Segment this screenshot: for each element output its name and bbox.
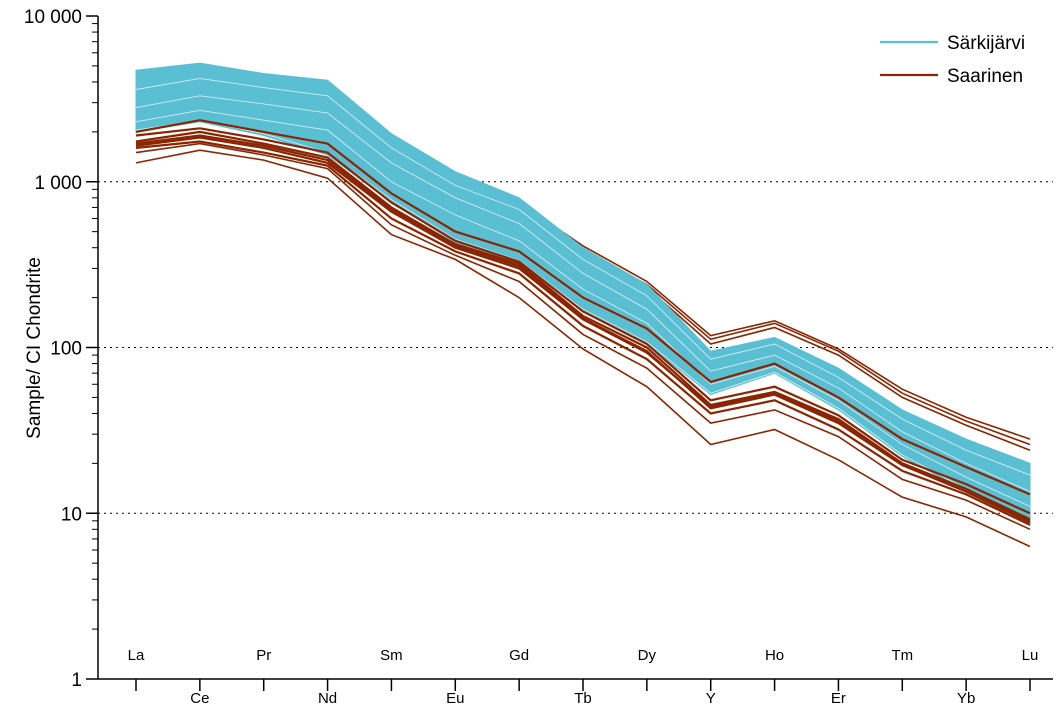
x-tick-label: La	[128, 647, 145, 664]
saarinen-series-line	[135, 134, 1031, 524]
x-tick-label: Sm	[380, 647, 403, 664]
x-tick-label: Eu	[446, 690, 464, 707]
saarinen-series-line	[135, 136, 1031, 521]
x-tick-label: Dy	[638, 647, 657, 664]
y-tick-label: 10 000	[24, 7, 82, 28]
sarkijarvi-series-line	[135, 116, 1031, 515]
saarinen-series-line	[135, 140, 1031, 526]
y-tick-label: 100	[50, 339, 82, 360]
x-tick-label: Tm	[891, 647, 913, 664]
y-tick-label: 1 000	[34, 173, 82, 194]
series-lines	[135, 63, 1031, 526]
saarinen-series-line	[135, 134, 1031, 524]
sarkijarvi-series-line	[135, 77, 1031, 476]
legend: Särkijärvi Saarinen	[880, 33, 1025, 87]
x-tick-label: Gd	[509, 647, 529, 664]
saarinen-series-line	[135, 127, 1031, 515]
sarkijarvi-series-line	[135, 86, 1031, 485]
y-axis-label: Sample/ CI Chondrite	[24, 257, 45, 439]
y-tick-label: 1	[71, 670, 82, 691]
saarinen-series-line	[135, 142, 1031, 531]
sarkijarvi-series-line	[135, 95, 1031, 493]
legend-label: Särkijärvi	[947, 33, 1025, 54]
sarkijarvi-series-line	[135, 109, 1031, 507]
sarkijarvi-series-line	[135, 119, 1031, 522]
sarkijarvi-series-line	[135, 63, 1031, 468]
legend-label: Saarinen	[947, 66, 1023, 87]
x-tick-label: Ho	[765, 647, 784, 664]
saarinen-series-line	[135, 119, 1031, 496]
x-tick-label: Lu	[1022, 647, 1039, 664]
saarinen-series-line	[135, 149, 1031, 548]
x-tick-label: Er	[831, 690, 846, 707]
x-tick-label: Y	[706, 690, 716, 707]
x-tick-label: Pr	[256, 647, 271, 664]
x-tick-label: Yb	[957, 690, 975, 707]
axes: 1 10 100 1 000 10 000 La Ce Pr Nd Sm Eu Gd Tb Dy Y Ho Er…	[24, 7, 1053, 707]
x-tick-label: Ce	[190, 690, 209, 707]
x-tick-label: Tb	[574, 690, 592, 707]
x-tick-label: Nd	[318, 690, 337, 707]
y-tick-label: 10	[61, 504, 82, 525]
